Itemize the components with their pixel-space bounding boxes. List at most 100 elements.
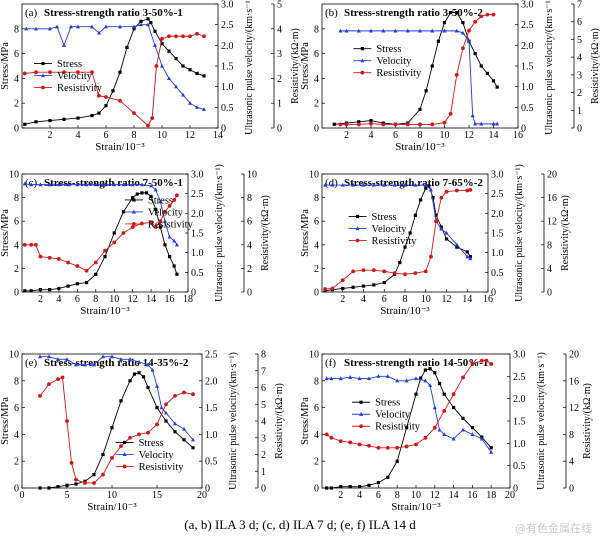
- data-point-velocity: [38, 182, 43, 187]
- y-tick-label-velocity: 2.0: [521, 41, 534, 52]
- data-point-resistivity: [60, 375, 65, 380]
- data-point-velocity: [392, 182, 397, 187]
- y-tick-label-resistivity: 4: [261, 417, 266, 428]
- data-point-stress: [164, 419, 168, 423]
- data-point-stress: [491, 79, 496, 83]
- y-axis-label-stress: Stress/MPa: [300, 397, 311, 445]
- y-tick-label-velocity: 1.0: [491, 248, 504, 259]
- data-point-velocity: [340, 182, 345, 187]
- data-point-stress: [339, 485, 343, 489]
- x-tick-label: 2: [338, 490, 343, 501]
- y-tick-label-velocity: 0: [191, 288, 196, 299]
- data-point-velocity: [479, 436, 484, 441]
- data-point-stress: [367, 483, 371, 487]
- data-point-resistivity: [470, 362, 475, 366]
- data-point-resistivity: [74, 477, 78, 482]
- data-point-resistivity: [405, 122, 410, 127]
- x-tick-label: 14: [462, 294, 472, 305]
- data-point-resistivity: [132, 111, 136, 116]
- series-line-stress: [326, 368, 492, 489]
- data-point-stress: [358, 485, 362, 489]
- data-point-velocity: [195, 105, 199, 109]
- legend-label-stress: Stress: [372, 212, 397, 223]
- data-point-velocity: [442, 28, 447, 33]
- y-tick-label-velocity: 2.0: [191, 209, 204, 220]
- data-point-velocity: [83, 362, 87, 367]
- data-point-stress: [132, 27, 136, 31]
- y-tick-label-stress: 2: [314, 457, 319, 468]
- data-point-stress: [455, 11, 459, 15]
- data-point-velocity: [405, 28, 410, 33]
- data-point-stress: [427, 184, 431, 188]
- data-point-velocity: [418, 28, 422, 33]
- y-tick-label-stress: 6: [314, 49, 319, 60]
- data-point-stress: [376, 481, 380, 485]
- data-point-velocity: [344, 28, 349, 33]
- data-point-resistivity: [47, 255, 52, 260]
- y-tick-label-velocity: 1.5: [513, 417, 526, 428]
- data-point-velocity: [167, 234, 172, 239]
- data-point-velocity: [467, 39, 471, 43]
- y-tick-label-stress: 4: [14, 240, 19, 251]
- series-line-velocity: [325, 184, 471, 259]
- data-point-velocity: [361, 182, 366, 187]
- data-point-velocity: [181, 92, 185, 97]
- x-tick-label: 20: [505, 490, 515, 501]
- series-line-resistivity: [24, 33, 205, 127]
- x-tick-label: 6: [393, 130, 398, 141]
- data-point-velocity: [29, 182, 34, 187]
- y-tick-label-velocity: 2.0: [491, 209, 504, 220]
- y-tick-label-velocity: 2.5: [513, 372, 526, 383]
- data-point-velocity: [444, 230, 449, 235]
- data-point-stress: [155, 406, 159, 410]
- y-tick-label-resistivity: 8: [247, 193, 252, 204]
- legend-label-velocity: Velocity: [148, 207, 184, 218]
- data-point-resistivity: [153, 225, 158, 230]
- data-point-resistivity: [155, 422, 159, 427]
- data-point-resistivity: [451, 392, 456, 397]
- y-tick-label-resistivity: 8: [547, 240, 552, 251]
- data-point-stress: [76, 116, 80, 120]
- data-point-velocity: [329, 376, 334, 381]
- data-point-resistivity: [392, 271, 397, 276]
- data-point-velocity: [101, 354, 105, 359]
- data-point-stress: [146, 17, 150, 21]
- legend-swatch-marker: [359, 412, 364, 416]
- data-point-resistivity: [454, 188, 459, 193]
- data-point-resistivity: [174, 34, 178, 39]
- data-point-velocity: [491, 121, 496, 126]
- y-tick-label-velocity: 2.0: [205, 376, 218, 387]
- chart-title: Stress-strength ratio 7-50%-1: [44, 177, 183, 189]
- y-axis-label-stress: Stress/MPa: [300, 42, 311, 90]
- x-tick-label: 5: [65, 490, 70, 501]
- chart-panel-1: 2 4 6 8 10 12 140246800.51.01.52.02.53.0012345…: [0, 0, 301, 153]
- data-point-velocity: [130, 182, 135, 187]
- data-point-resistivity: [47, 382, 51, 387]
- data-point-stress: [74, 482, 78, 486]
- y-tick-label-stress: 0: [14, 124, 19, 135]
- data-point-stress: [112, 231, 116, 235]
- data-point-velocity: [139, 182, 144, 187]
- x-tick-label: 14: [213, 130, 223, 141]
- data-point-resistivity: [484, 358, 489, 363]
- legend-label-stress: Stress: [57, 59, 82, 70]
- data-point-resistivity: [423, 269, 428, 274]
- y-tick-label-resistivity: 10: [247, 170, 257, 181]
- y-tick-label-stress: 6: [314, 403, 319, 414]
- y-tick-label-velocity: 0.5: [205, 457, 218, 468]
- data-point-stress: [436, 39, 440, 43]
- y-tick-label-resistivity: 16: [569, 376, 579, 387]
- data-point-velocity: [470, 113, 475, 118]
- data-point-resistivity: [385, 445, 390, 450]
- data-point-velocity: [84, 182, 89, 187]
- data-point-resistivity: [119, 444, 123, 449]
- data-point-velocity: [338, 376, 343, 381]
- legend-swatch-marker: [132, 222, 136, 226]
- y-tick-label-stress: 10: [9, 350, 19, 361]
- data-point-stress: [455, 245, 459, 249]
- data-point-stress: [29, 289, 33, 293]
- data-point-resistivity: [103, 248, 107, 253]
- data-point-stress: [163, 243, 167, 247]
- data-point-velocity: [371, 182, 376, 187]
